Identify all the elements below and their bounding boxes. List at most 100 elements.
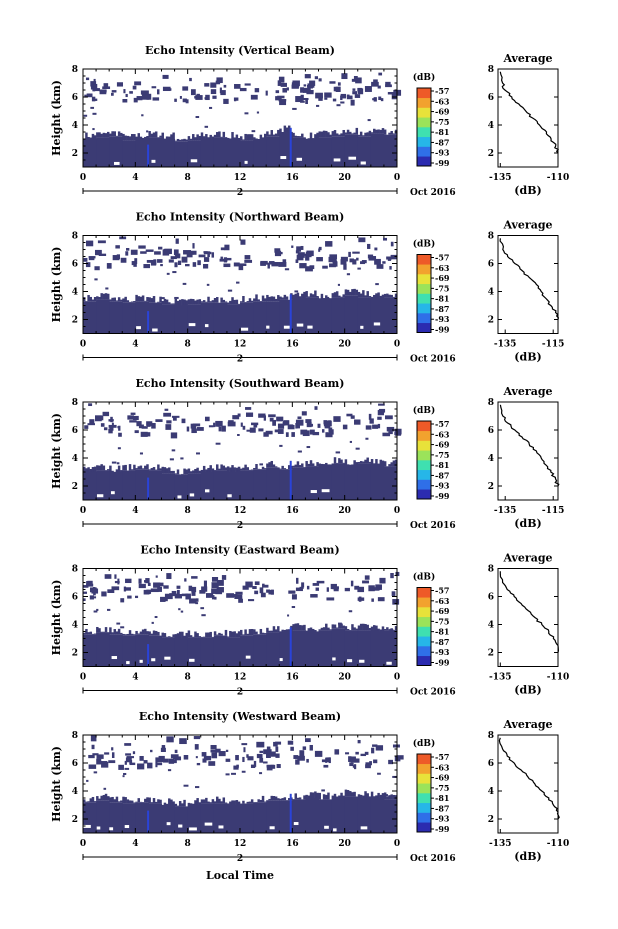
x-tick-label: 4 — [132, 173, 138, 183]
avg-profile-line — [499, 404, 560, 487]
echo-cell — [381, 128, 385, 134]
echo-cell — [220, 297, 223, 303]
colorbar-tick-label: -87 — [435, 470, 449, 480]
echo-cell — [211, 468, 215, 472]
echo-cell — [141, 629, 145, 635]
echo-cell — [277, 626, 280, 633]
x-tick-label: 16 — [286, 340, 299, 350]
echo-cell — [157, 799, 160, 804]
echo-cell — [394, 432, 397, 436]
y-axis-label: Height (km) — [50, 413, 63, 489]
echo-cell — [118, 432, 122, 437]
echo-cell — [220, 464, 223, 471]
echo-cell — [138, 245, 146, 249]
colorbar-swatch — [417, 616, 431, 627]
echo-block — [383, 297, 398, 334]
echo-cell — [218, 426, 222, 432]
echo-cell — [233, 765, 239, 770]
echo-cell — [305, 630, 308, 632]
echo-cell — [207, 467, 210, 472]
x-tick-label: 0 — [80, 173, 86, 183]
echo-cell — [260, 262, 266, 266]
echo-cell — [171, 590, 177, 595]
echo-cell — [375, 745, 384, 751]
colorbar-swatch — [417, 127, 431, 138]
echo-cell — [346, 464, 350, 465]
echo-cell — [94, 98, 98, 101]
echo-cell — [358, 88, 364, 95]
colorbar-tick-label: -81 — [435, 127, 449, 137]
echo-cell — [272, 464, 276, 468]
echo-cell — [163, 802, 167, 805]
echo-cell — [323, 764, 329, 768]
echo-cell — [229, 467, 232, 472]
echo-cell — [131, 261, 136, 266]
echo-cell — [185, 99, 189, 104]
echo-block — [292, 467, 306, 500]
echo-cell — [275, 96, 282, 101]
echo-cell — [135, 294, 138, 302]
avg-y-tick-label: 4 — [488, 621, 494, 631]
echo-cell — [235, 467, 239, 472]
echo-cell — [241, 743, 248, 746]
echo-cell — [96, 796, 99, 801]
echo-cell — [224, 257, 232, 261]
echo-cell — [216, 634, 219, 636]
echo-cell — [375, 129, 378, 134]
echo-cell — [150, 588, 159, 593]
echo-cell — [272, 134, 276, 137]
colorbar-tick-label: -87 — [435, 803, 449, 813]
echo-cell — [237, 801, 241, 805]
echo-cell — [268, 798, 271, 801]
panel-title: Echo Intensity (Southward Beam) — [136, 377, 345, 390]
echo-cell — [312, 583, 320, 586]
echo-cell — [365, 425, 372, 430]
echo-cell — [377, 597, 385, 602]
echo-cell — [270, 296, 274, 302]
echo-cell — [377, 628, 380, 632]
echo-cell — [150, 633, 154, 636]
echo-cell — [357, 291, 361, 298]
echo-gap — [111, 656, 118, 660]
echo-block — [266, 800, 280, 833]
echo-cell — [291, 245, 294, 248]
echo-cell — [292, 465, 295, 468]
echo-cell — [252, 586, 257, 590]
echo-cell — [240, 301, 243, 303]
echo-cell — [372, 98, 377, 101]
echo-cell — [85, 77, 90, 81]
echo-cell — [100, 631, 103, 633]
panel-title: Echo Intensity (Vertical Beam) — [145, 44, 335, 57]
echo-cell — [239, 263, 247, 266]
colorbar-swatch — [417, 597, 431, 608]
echo-cell — [379, 577, 386, 584]
echo-cell — [233, 467, 236, 472]
echo-cell — [132, 751, 136, 755]
echo-cell — [279, 99, 287, 106]
echo-cell — [185, 300, 188, 306]
echo-cell — [159, 296, 162, 303]
echo-cell — [193, 736, 201, 740]
avg-y-tick-label: 4 — [488, 454, 494, 464]
echo-cell — [87, 423, 95, 426]
echo-gap — [244, 160, 248, 164]
echo-cell — [85, 132, 88, 139]
echo-cell — [246, 801, 250, 804]
echo-cell — [338, 134, 341, 137]
echo-gap — [283, 325, 290, 329]
echo-gap — [164, 656, 171, 660]
y-axis-label: Height (km) — [50, 580, 63, 656]
echo-cell — [353, 791, 356, 797]
echo-cell — [376, 264, 384, 269]
echo-cell — [90, 81, 97, 87]
echo-cell — [127, 415, 135, 420]
echo-cell — [139, 755, 144, 761]
echo-cell — [315, 92, 323, 99]
echo-cell — [277, 80, 282, 86]
echo-gap — [296, 323, 304, 327]
echo-cell — [209, 631, 212, 638]
echo-cell — [346, 273, 351, 276]
echo-cell — [329, 464, 332, 465]
avg-y-tick-label: 2 — [488, 482, 494, 492]
